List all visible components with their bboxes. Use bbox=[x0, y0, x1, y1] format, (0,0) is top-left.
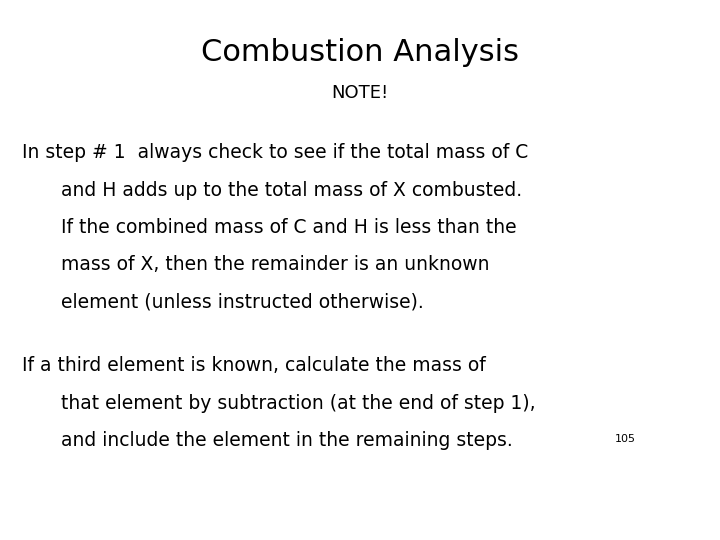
Text: and include the element in the remaining steps.: and include the element in the remaining… bbox=[61, 431, 513, 450]
Text: If the combined mass of C and H is less than the: If the combined mass of C and H is less … bbox=[61, 218, 517, 237]
Text: that element by subtraction (at the end of step 1),: that element by subtraction (at the end … bbox=[61, 394, 536, 413]
Text: In step # 1  always check to see if the total mass of C: In step # 1 always check to see if the t… bbox=[22, 143, 528, 162]
Text: element (unless instructed otherwise).: element (unless instructed otherwise). bbox=[61, 293, 424, 312]
Text: and H adds up to the total mass of X combusted.: and H adds up to the total mass of X com… bbox=[61, 181, 522, 200]
Text: 105: 105 bbox=[615, 434, 636, 444]
Text: If a third element is known, calculate the mass of: If a third element is known, calculate t… bbox=[22, 356, 485, 375]
Text: Combustion Analysis: Combustion Analysis bbox=[201, 38, 519, 67]
Text: NOTE!: NOTE! bbox=[331, 84, 389, 102]
Text: mass of X, then the remainder is an unknown: mass of X, then the remainder is an unkn… bbox=[61, 255, 490, 274]
